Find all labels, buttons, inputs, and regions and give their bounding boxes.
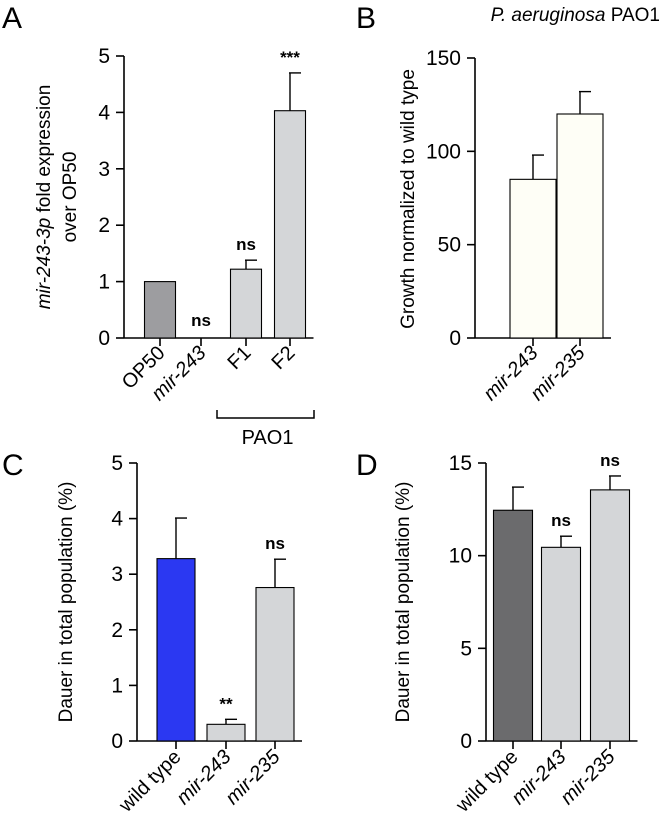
y-axis-label: mir-243-3p fold expression: [34, 85, 55, 310]
y-tick-label: 3: [98, 158, 110, 181]
y-tick-label: 5: [98, 45, 110, 68]
bar-wild-type: [492, 509, 534, 742]
y-axis-label: Dauer in total population (%): [393, 482, 414, 723]
y-tick-label: 3: [111, 563, 123, 586]
panel-letter-b: B: [356, 2, 376, 35]
chart-title-part: PAO1: [605, 5, 660, 26]
significance-label: **: [219, 694, 233, 713]
bar-OP50: [143, 281, 177, 339]
y-tick-label: 5: [460, 637, 472, 660]
y-axis-label-part: mir-243-3p: [34, 218, 55, 310]
y-tick-label: 2: [111, 619, 123, 642]
bar-F1: [229, 268, 263, 339]
category-label: mir-235: [556, 745, 620, 809]
group-label: PAO1: [242, 427, 294, 449]
y-tick-label: 150: [426, 47, 461, 70]
y-tick-label: 0: [460, 730, 472, 753]
y-axis-label-part: fold expression: [34, 85, 55, 218]
significance-label: ns: [600, 451, 620, 470]
bar-mir-235: [255, 586, 295, 742]
y-tick-label: 0: [111, 730, 123, 753]
panel-letter-a: A: [2, 2, 22, 35]
y-tick-label: 4: [111, 508, 123, 531]
y-tick-label: 1: [111, 674, 123, 697]
y-tick-label: 0: [449, 327, 461, 350]
category-label: F2: [267, 342, 299, 374]
chart-title: P. aeruginosa PAO1: [491, 5, 660, 26]
bar-wild-type: [156, 558, 196, 742]
bar-mir-235: [556, 113, 604, 339]
panel-a: A012345OP50nsmir-243nsF1***F2mir-243-3p …: [2, 2, 315, 449]
bar-mir-243: [509, 178, 557, 339]
panel-letter-c: C: [2, 449, 24, 482]
chart-title-part: P. aeruginosa: [491, 5, 606, 26]
significance-label: ns: [265, 534, 285, 553]
group-bracket: [216, 410, 315, 419]
bar-F2: [273, 110, 307, 339]
y-axis-label-line2: over OP50: [60, 152, 81, 243]
y-tick-label: 5: [111, 452, 123, 475]
significance-label: ns: [191, 311, 211, 330]
significance-label: ns: [551, 511, 571, 530]
significance-label: ***: [280, 48, 300, 67]
category-label: mir-235: [221, 745, 285, 809]
category-label: wild type: [451, 746, 522, 817]
significance-label: ns: [236, 235, 256, 254]
y-tick-label: 10: [449, 545, 472, 568]
y-tick-label: 4: [98, 101, 110, 124]
bar-mir-243: [206, 723, 246, 742]
category-label: F1: [223, 342, 255, 374]
y-axis-label: Dauer in total population (%): [56, 482, 77, 723]
bar-mir-235: [589, 489, 631, 742]
y-tick-label: 15: [449, 452, 472, 475]
y-tick-label: 0: [98, 327, 110, 350]
y-tick-label: 50: [438, 234, 461, 257]
panel-letter-d: D: [356, 449, 378, 482]
y-tick-label: 1: [98, 271, 110, 294]
bar-mir-243: [540, 546, 582, 742]
category-label: wild type: [114, 746, 185, 817]
y-tick-label: 2: [98, 214, 110, 237]
y-axis-label: Growth normalized to wild type: [398, 69, 419, 329]
y-tick-label: 100: [426, 140, 461, 163]
